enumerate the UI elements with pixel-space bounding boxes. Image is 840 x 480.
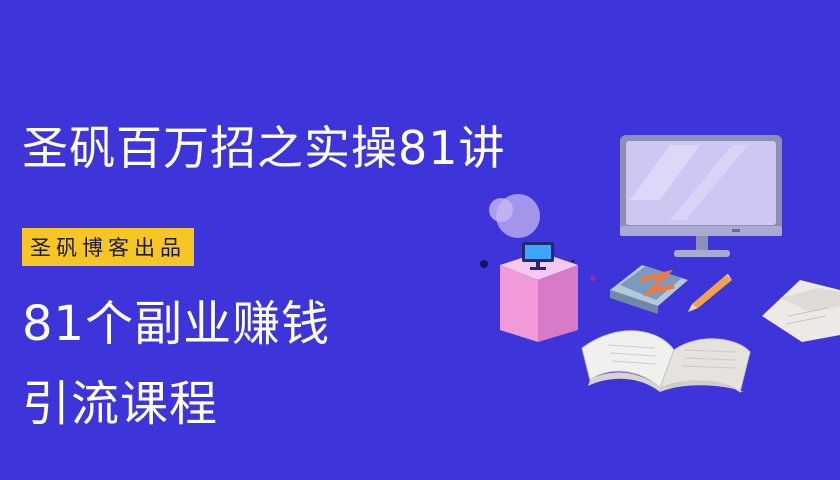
subtitle-line-2: 引流课程 bbox=[22, 376, 219, 432]
paper-icon bbox=[762, 280, 840, 342]
open-book-icon bbox=[581, 330, 751, 393]
pencil-icon bbox=[688, 274, 732, 312]
desk-illustration bbox=[480, 135, 840, 393]
publisher-tag: 圣矾博客出品 bbox=[22, 228, 194, 266]
course-title: 圣矾百万招之实操81讲 bbox=[22, 121, 506, 175]
small-monitor-icon bbox=[522, 242, 554, 270]
bubble-icon bbox=[480, 194, 596, 281]
book-icon bbox=[610, 265, 688, 314]
monitor-icon bbox=[620, 135, 782, 257]
subtitle-line-1: 81个副业赚钱 bbox=[22, 296, 331, 352]
